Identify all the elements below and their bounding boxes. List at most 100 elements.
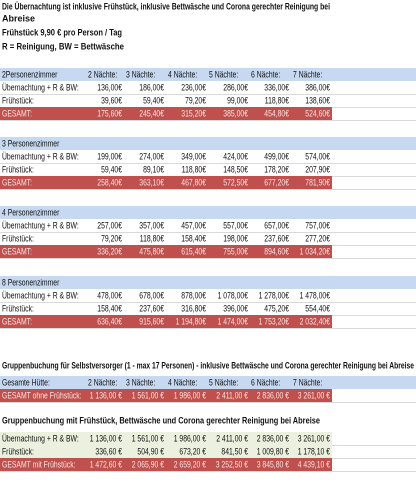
price: 504,90 €	[137, 446, 164, 456]
price: 336,20€	[97, 246, 122, 256]
nights-header: 3 Nächte:	[126, 69, 155, 79]
price: 1 986,00 €	[174, 433, 207, 443]
price: 2 032,40€	[300, 316, 331, 326]
price: 118,80€	[182, 164, 207, 174]
price: 757,00€	[305, 220, 330, 230]
row-label: GESAMT mit Frühstück:	[2, 459, 76, 469]
price: 1 078,00€	[218, 290, 249, 300]
row-label: Frühstück:	[2, 164, 34, 174]
row-label: Übernachtung + R & BW:	[2, 151, 79, 161]
price: 574,00€	[305, 151, 330, 161]
price: 158,40€	[181, 233, 206, 243]
price: 59,40€	[143, 95, 164, 105]
price: 357,00€	[139, 220, 164, 230]
price: 454,80€	[264, 108, 289, 118]
price: 424,00€	[223, 151, 248, 161]
price: 79,20€	[101, 233, 122, 243]
price: 118,80€	[265, 95, 290, 105]
price: 3 261,00 €	[298, 390, 331, 400]
row-label: GESAMT:	[2, 316, 32, 326]
price: 186,00€	[139, 82, 164, 92]
price: 3 252,50 €	[216, 459, 249, 469]
row-label: Übernachtung + R & BW:	[2, 220, 79, 230]
price: 39,60€	[101, 95, 122, 105]
group-header: 2 Nächte:	[88, 377, 117, 387]
row-label: Frühstück:	[2, 233, 34, 243]
room-name: 3 Personenzimmer	[2, 138, 60, 148]
price: 236,00€	[181, 82, 206, 92]
price: 4 439,10 €	[298, 459, 331, 469]
group-header: 6 Nächte:	[251, 377, 280, 387]
price: 1 986,00 €	[174, 390, 207, 400]
price: 2 659,20 €	[174, 459, 207, 469]
price: 1 009,80 €	[257, 446, 290, 456]
price: 2 836,00 €	[257, 433, 290, 443]
price: 572,50€	[223, 177, 248, 187]
price: 1 034,20€	[300, 246, 331, 256]
price: 386,00€	[305, 82, 330, 92]
title-line: Abreise	[2, 13, 35, 23]
price: 678,00€	[139, 290, 164, 300]
price: 336,60 €	[95, 446, 122, 456]
price: 781,90€	[305, 177, 330, 187]
price: 237,60€	[264, 233, 289, 243]
price: 1 178,10 €	[298, 446, 331, 456]
price: 258,40€	[97, 177, 122, 187]
title-line: Die Übernachtung ist inklusive Frühstück…	[2, 1, 330, 11]
price: 396,00€	[223, 303, 248, 313]
price: 1 472,60 €	[90, 459, 123, 469]
price: 207,90€	[305, 164, 330, 174]
price: 1 478,00€	[300, 290, 331, 300]
price: 274,00€	[139, 151, 164, 161]
price: 1 753,20€	[259, 316, 290, 326]
price: 915,60€	[139, 316, 164, 326]
price: 755,00€	[223, 246, 248, 256]
price: 1 561,00 €	[132, 390, 165, 400]
row-label: Übernachtung + R & BW:	[2, 290, 79, 300]
price: 2 411,00 €	[216, 433, 248, 443]
group-title: Gruppenbuchung mit Frühstück, Bettwäsche…	[2, 415, 320, 425]
price: 79,20€	[185, 95, 206, 105]
data-row	[0, 445, 332, 458]
price: 198,00€	[223, 233, 248, 243]
price: 878,00€	[181, 290, 206, 300]
price: 257,00€	[97, 220, 122, 230]
price: 499,00€	[264, 151, 289, 161]
price: 3 845,80 €	[257, 459, 290, 469]
price: 554,40€	[305, 303, 330, 313]
price: 99,00€	[227, 95, 248, 105]
group-header: Gesamte Hütte:	[2, 377, 50, 387]
price: 1 194,80€	[176, 316, 207, 326]
row-label: GESAMT:	[2, 108, 32, 118]
price: 615,40€	[181, 246, 206, 256]
price: 178,20€	[264, 164, 289, 174]
price: 478,00€	[97, 290, 122, 300]
breakfast-note: Frühstück 9,90 € pro Person / Tag	[2, 27, 122, 37]
price: 657,00€	[264, 220, 289, 230]
price: 2 411,00 €	[216, 390, 248, 400]
price: 158,40€	[97, 303, 122, 313]
group-header: 5 Nächte:	[209, 377, 238, 387]
price: 89,10€	[143, 164, 164, 174]
price: 841,50 €	[221, 446, 248, 456]
abbrev-legend: R = Reinigung, BW = Bettwäsche	[2, 41, 124, 51]
row-label: Übernachtung + R & BW:	[2, 433, 79, 443]
price: 277,20€	[305, 233, 330, 243]
room-name: 4 Personenzimmer	[2, 207, 60, 217]
price: 316,80€	[181, 303, 206, 313]
price: 636,40€	[97, 316, 122, 326]
price: 136,00€	[97, 82, 122, 92]
price: 1 136,00 €	[90, 433, 123, 443]
nights-header: 4 Nächte:	[168, 69, 197, 79]
price: 2 836,00 €	[257, 390, 290, 400]
price: 2 065,90 €	[132, 459, 165, 469]
total-row	[0, 245, 332, 258]
price: 286,00€	[223, 82, 248, 92]
room-name: 2Personenzimmer	[2, 69, 58, 79]
price: 349,00€	[181, 151, 206, 161]
price: 175,60€	[97, 108, 122, 118]
price: 677,20€	[264, 177, 289, 187]
total-row	[0, 389, 332, 402]
price: 3 261,00 €	[298, 433, 331, 443]
